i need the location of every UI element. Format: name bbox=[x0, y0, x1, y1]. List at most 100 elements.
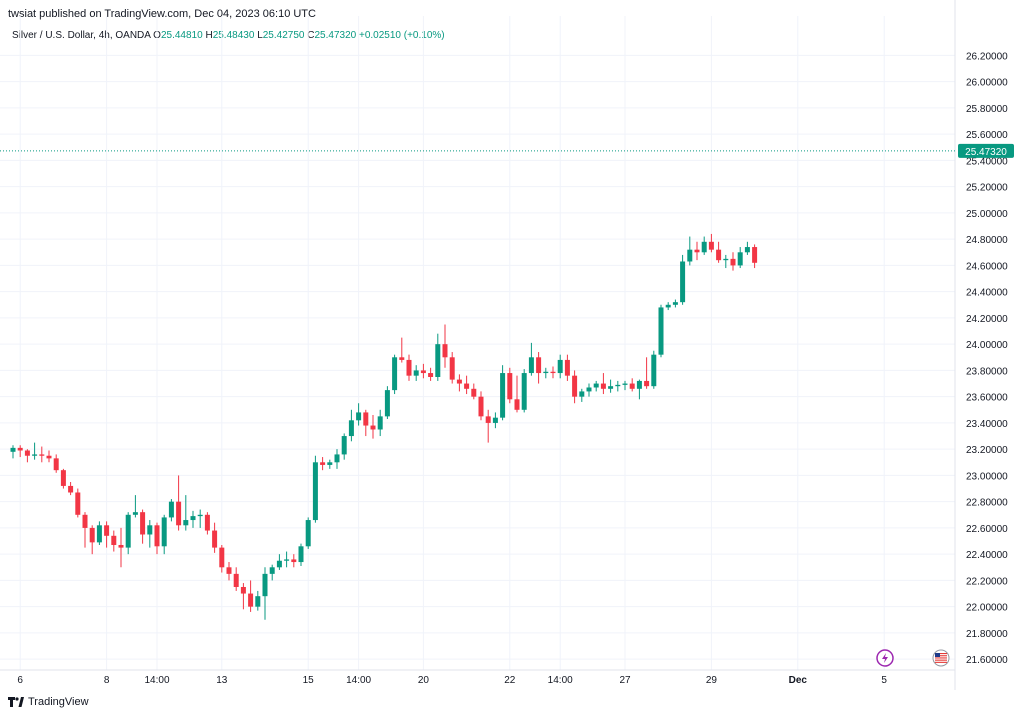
y-tick-label: 24.00000 bbox=[966, 340, 1008, 351]
candle-down bbox=[204, 514, 210, 531]
us-flag-canton bbox=[935, 653, 940, 657]
candle-up bbox=[312, 462, 318, 521]
candle-up bbox=[183, 520, 189, 526]
candle-down bbox=[320, 462, 326, 465]
candle-down bbox=[291, 559, 297, 563]
candle-down bbox=[420, 370, 426, 374]
candle-up bbox=[334, 454, 340, 463]
y-tick-label: 25.40000 bbox=[966, 156, 1008, 167]
y-tick-label: 22.40000 bbox=[966, 550, 1008, 561]
candle-down bbox=[456, 379, 462, 384]
candle-up bbox=[579, 391, 585, 397]
candle-down bbox=[75, 492, 81, 515]
candle-down bbox=[60, 470, 66, 486]
publisher-line: twsiat published on TradingView.com, Dec… bbox=[8, 8, 316, 20]
candle-down bbox=[118, 544, 124, 548]
candle-up bbox=[687, 249, 693, 262]
candle-down bbox=[140, 512, 146, 535]
candle-down bbox=[514, 399, 520, 410]
y-tick-label: 25.00000 bbox=[966, 209, 1008, 220]
candle-down bbox=[442, 344, 448, 358]
y-tick-label: 25.80000 bbox=[966, 104, 1008, 115]
candle-down bbox=[240, 586, 246, 594]
candle-down bbox=[176, 501, 182, 526]
y-tick-label: 26.00000 bbox=[966, 78, 1008, 89]
us-flag-stripe bbox=[935, 661, 947, 663]
price-axis[interactable]: 26.20000 26.00000 25.80000 25.60000 25.40000… bbox=[966, 51, 1008, 666]
candle-up bbox=[276, 560, 282, 568]
footer-brand: TradingView bbox=[28, 696, 89, 708]
candle-up bbox=[190, 516, 196, 521]
candle-down bbox=[39, 454, 45, 456]
candle-down bbox=[219, 547, 225, 568]
x-tick-label: 14:00 bbox=[144, 675, 169, 686]
y-tick-label: 23.60000 bbox=[966, 393, 1008, 404]
x-tick-label: 6 bbox=[17, 675, 23, 686]
candle-up bbox=[341, 436, 347, 455]
candlestick-series bbox=[10, 233, 758, 620]
candle-down bbox=[46, 455, 52, 459]
close-value: 25.47320 bbox=[314, 30, 357, 41]
candle-up bbox=[327, 462, 333, 465]
candle-down bbox=[536, 357, 542, 374]
change-value: +0.02510 (+0.10%) bbox=[358, 30, 445, 41]
tradingview-logo-icon bbox=[8, 697, 24, 707]
candle-down bbox=[233, 573, 239, 587]
lightning-icon-bolt bbox=[882, 653, 888, 663]
candle-up bbox=[672, 302, 678, 305]
candle-up bbox=[521, 373, 527, 410]
candle-down bbox=[708, 241, 714, 250]
candle-up bbox=[10, 447, 16, 452]
y-tick-label: 21.60000 bbox=[966, 655, 1008, 666]
x-tick-label: 29 bbox=[706, 675, 718, 686]
candle-up bbox=[492, 417, 498, 423]
candle-up bbox=[593, 383, 599, 388]
x-tick-label: Dec bbox=[789, 675, 808, 686]
candle-up bbox=[636, 380, 642, 389]
x-tick-label: 14:00 bbox=[346, 675, 371, 686]
candle-down bbox=[212, 530, 218, 548]
low-label: L bbox=[257, 30, 263, 41]
candle-up bbox=[665, 304, 671, 308]
x-tick-label: 27 bbox=[619, 675, 631, 686]
x-tick-label: 15 bbox=[303, 675, 315, 686]
candle-down bbox=[226, 567, 232, 574]
us-flag-stripe bbox=[935, 655, 947, 657]
y-tick-label: 22.00000 bbox=[966, 603, 1008, 614]
us-flag-stripe bbox=[935, 653, 947, 655]
candle-up bbox=[615, 384, 621, 387]
candle-up bbox=[255, 596, 261, 607]
candle-down bbox=[629, 383, 635, 389]
last-price-line: 25.47320 bbox=[0, 143, 1014, 158]
candle-up bbox=[608, 386, 614, 389]
candle-up bbox=[543, 371, 549, 374]
candle-down bbox=[716, 249, 722, 261]
candle-up bbox=[680, 261, 686, 303]
candle-up bbox=[658, 307, 664, 355]
y-tick-label: 22.20000 bbox=[966, 576, 1008, 587]
x-tick-label: 5 bbox=[881, 675, 887, 686]
candle-down bbox=[752, 247, 758, 263]
candle-up bbox=[269, 567, 275, 574]
symbol-name[interactable]: Silver / U.S. Dollar, 4h, OANDA bbox=[12, 30, 151, 41]
candle-up bbox=[197, 514, 203, 517]
y-tick-label: 24.20000 bbox=[966, 314, 1008, 325]
us-flag-stripe bbox=[935, 659, 947, 661]
candle-up bbox=[32, 454, 38, 456]
y-tick-label: 22.80000 bbox=[966, 498, 1008, 509]
y-tick-label: 23.00000 bbox=[966, 471, 1008, 482]
candle-down bbox=[550, 371, 556, 374]
candle-down bbox=[399, 357, 405, 360]
candle-down bbox=[24, 450, 30, 456]
candle-up bbox=[284, 559, 290, 561]
candle-up bbox=[132, 512, 138, 515]
candle-up bbox=[392, 357, 398, 391]
candle-up bbox=[298, 546, 304, 563]
candle-up bbox=[384, 390, 390, 417]
x-tick-label: 14:00 bbox=[548, 675, 573, 686]
candle-up bbox=[737, 252, 743, 266]
time-axis[interactable]: 6 8 14:00 13 15 14:00 20 22 14:00 27 29 Dec 5 bbox=[17, 675, 887, 686]
event-markers[interactable] bbox=[876, 649, 950, 667]
candle-down bbox=[68, 485, 74, 493]
